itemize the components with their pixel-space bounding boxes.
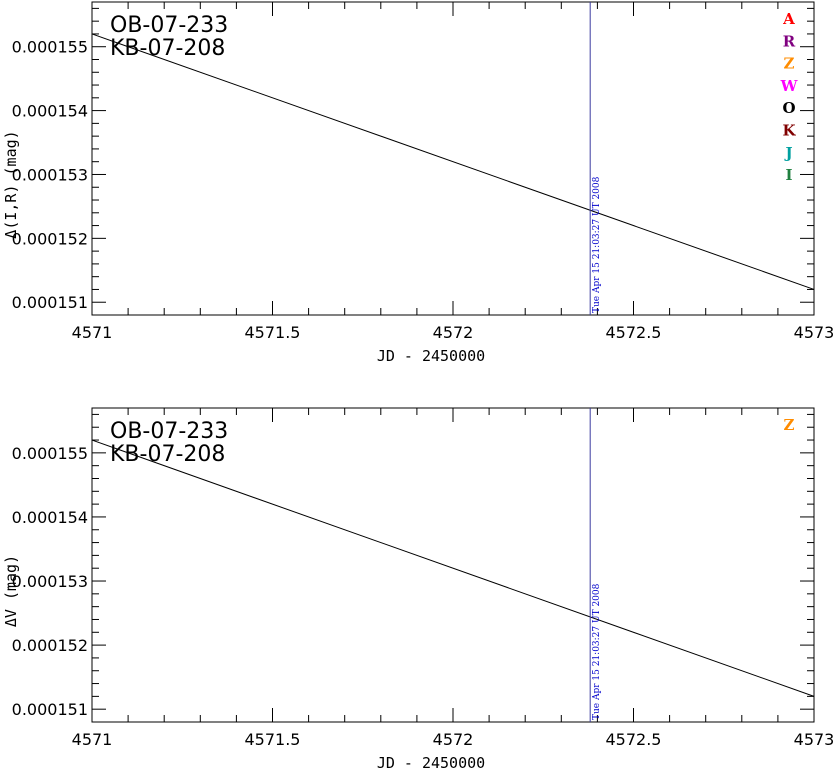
panel-1: 4571 4571.5 4572 4572.5 4573 0.000151 0.000152… xyxy=(2,1,835,365)
panel-1-x-tick-label: 4572 xyxy=(433,323,474,342)
panel-2-y-tick-label: 0.000155 xyxy=(12,444,88,463)
panel-2-x-tick-label: 4573 xyxy=(794,730,835,749)
panel-1-y-tick-label: 0.000154 xyxy=(12,102,88,121)
panel-2-series-line-1 xyxy=(91,439,815,697)
panel-2-legend-entry: Z xyxy=(784,416,795,434)
panel-1-legend-entry: O xyxy=(782,99,795,117)
panel-1-target-label: KB-07-208 xyxy=(110,36,225,61)
panel-2-event-label: Tue Apr 15 21:03:27 UT 2008 xyxy=(592,583,602,720)
panel-2-y-tick-label: 0.000153 xyxy=(12,572,88,591)
panel-1-x-tick-label: 4571.5 xyxy=(245,323,301,342)
panel-1-legend-entry: W xyxy=(780,77,799,95)
panel-1-legend-entry: Z xyxy=(784,55,795,73)
panel-1-y-tick-label: 0.000155 xyxy=(12,38,88,57)
panel-1-legend-entry: R xyxy=(783,32,796,50)
panel-2-x-tick-label: 4571.5 xyxy=(245,730,301,749)
panel-2-target-label: KB-07-208 xyxy=(110,442,225,467)
panel-1-series-line-1 xyxy=(91,33,815,290)
panel-1-legend-entry: I xyxy=(785,166,792,184)
panel-2-x-tick-label: 4572 xyxy=(433,730,474,749)
panel-1-y-tick-label: 0.000153 xyxy=(12,165,88,184)
panel-2-y-tick-label: 0.000154 xyxy=(12,508,88,527)
panel-1-x-tick-label: 4573 xyxy=(794,323,835,342)
panel-2-x-axis-title: JD - 2450000 xyxy=(377,754,485,769)
panel-1-target-label: OB-07-233 xyxy=(110,13,228,38)
panel-1-y-tick-label: 0.000151 xyxy=(12,293,88,312)
panel-2-x-tick-label: 4572.5 xyxy=(606,730,662,749)
panel-2-y-tick-label: 0.000151 xyxy=(12,700,88,719)
panel-2-y-axis-title: ΔV (mag) xyxy=(2,555,20,627)
panel-2-target-label: OB-07-233 xyxy=(110,419,228,444)
panel-2-x-tick-label: 4571 xyxy=(72,730,113,749)
panel-1-legend-entry: J xyxy=(783,144,792,162)
panel-1-legend-entry: A xyxy=(782,10,795,28)
panel-1-legend-entry: K xyxy=(782,122,796,140)
panel-2-y-tick-label: 0.000152 xyxy=(12,636,88,655)
panel-2: 4571 4571.5 4572 4572.5 4573 0.000151 0.000152… xyxy=(2,407,835,772)
panel-1-y-axis-title: Δ(I,R) (mag) xyxy=(2,130,20,238)
panel-1-x-axis-title: JD - 2450000 xyxy=(377,347,485,365)
panel-1-x-tick-label: 4571 xyxy=(72,323,113,342)
panel-1-y-tick-label: 0.000152 xyxy=(12,229,88,248)
panel-1-event-label: Tue Apr 15 21:03:27 UT 2008 xyxy=(592,176,602,313)
panel-1-x-tick-label: 4572.5 xyxy=(606,323,662,342)
